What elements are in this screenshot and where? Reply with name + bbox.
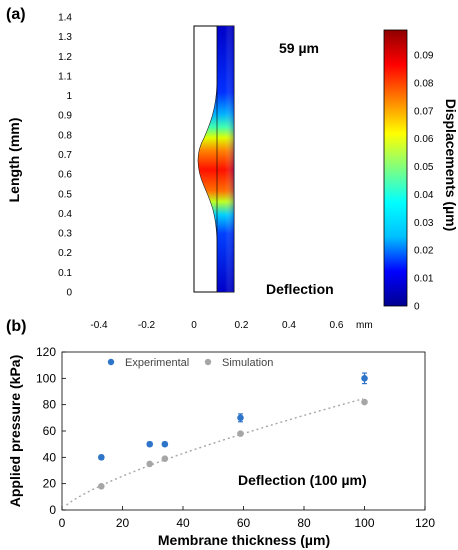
experimental-point: [146, 440, 154, 448]
panel-a-y-tick-label: 0.4: [58, 209, 72, 220]
colorbar-tick-label: 0.09: [414, 51, 434, 62]
panel-a-y-tick-label: 1: [66, 91, 72, 102]
membrane-deflection-plot: [193, 25, 235, 293]
colorbar-tick-label: 0.03: [414, 218, 434, 229]
experimental-point: [237, 414, 244, 422]
colorbar-title: Displacements (µm): [443, 99, 458, 232]
panel-a-x-tick-label: 0.6: [330, 320, 344, 331]
simulation-point: [237, 430, 244, 437]
colorbar-tick-label: 0: [414, 302, 420, 313]
panel-b-y-tick-label: 40: [43, 450, 57, 464]
panel-a-y-axis-title: Length (mm): [6, 118, 22, 203]
panel-b-x-tick-label: 40: [176, 516, 190, 530]
panel-b-x-tick-label: 0: [59, 516, 66, 530]
simulation-point: [98, 483, 105, 490]
thickness-annotation: 59 µm: [279, 40, 319, 56]
panel-a-y-ticks: 0 0.1 0.2 0.3 0.4 0.5 0.6 0.7 0.8 0.9 1 1.1 1.2 1.3 1.…: [58, 13, 72, 299]
panel-a: (a) Length (mm) 0 0.1 0.2 0.3 0.4 0.5 0.6 0.7 0.…: [6, 6, 458, 331]
colorbar-ticks: 0 0.01 0.02 0.03 0.04 0.05 0.06 0.07 0.08 0.09: [414, 51, 434, 313]
colorbar-tick-label: 0.04: [414, 190, 434, 201]
panel-b-x-axis-title: Membrane thickness (µm): [158, 532, 330, 548]
panel-b-x-tick-label: 100: [354, 516, 374, 530]
legend: Experimental Simulation: [107, 357, 273, 369]
panel-b-y-tick-label: 0: [49, 503, 56, 517]
panel-a-x-ticks: -0.4 -0.2 0 0.2 0.4 0.6 mm: [90, 320, 372, 331]
colorbar-tick-label: 0.07: [414, 106, 434, 117]
panel-a-y-tick-label: 0: [66, 288, 72, 299]
panel-a-y-tick-label: 0.1: [58, 268, 72, 279]
panel-b-data-points: [98, 372, 368, 490]
simulation-point: [361, 398, 368, 406]
experimental-point: [98, 454, 105, 461]
panel-a-x-tick-label: -0.4: [90, 320, 108, 331]
panel-a-y-tick-label: 1.1: [58, 71, 72, 82]
panel-b-y-tick-label: 20: [43, 477, 57, 491]
panel-b-x-tick-label: 80: [297, 516, 311, 530]
panel-a-y-tick-label: 1.4: [58, 13, 72, 24]
legend-simulation-label: Simulation: [222, 357, 273, 369]
legend-experimental-marker: [107, 358, 115, 366]
panel-b-y-axis-title: Applied pressure (kPa): [7, 355, 23, 508]
panel-b-annotation: Deflection (100 µm): [238, 472, 367, 488]
legend-simulation-marker: [204, 358, 212, 366]
panel-b-x-tick-label: 20: [116, 516, 130, 530]
deflected-membrane-shading: [198, 26, 234, 292]
experimental-point: [361, 375, 368, 382]
colorbar-tick-label: 0.08: [414, 78, 434, 89]
panel-a-y-tick-label: 0.3: [58, 229, 72, 240]
panel-a-x-tick-label: 0: [191, 320, 197, 331]
panel-a-x-tick-label: 0.2: [235, 320, 249, 331]
panel-b-x-tick-label: 120: [415, 516, 435, 530]
colorbar-tick-label: 0.01: [414, 274, 434, 285]
panel-b-y-tick-label: 60: [43, 424, 57, 438]
panel-b-y-tick-label: 120: [36, 345, 56, 359]
panel-a-y-tick-label: 0.2: [58, 248, 72, 259]
panel-a-x-tick-label: -0.2: [138, 320, 156, 331]
panel-a-y-tick-label: 0.8: [58, 130, 72, 141]
legend-experimental-label: Experimental: [125, 357, 189, 369]
colorbar: 0 0.01 0.02 0.03 0.04 0.05 0.06 0.07 0.08 0.09 Di…: [383, 29, 458, 313]
panel-b-y-tick-label: 80: [43, 398, 57, 412]
experimental-point: [161, 440, 169, 448]
panel-a-y-tick-label: 0.5: [58, 189, 72, 200]
panel-a-label: (a): [6, 6, 26, 23]
colorbar-tick-label: 0.05: [414, 162, 434, 173]
simulation-trendline: [66, 398, 364, 506]
panel-a-y-tick-label: 0.9: [58, 111, 72, 122]
panel-b-label: (b): [6, 318, 26, 335]
colorbar-tick-label: 0.02: [414, 246, 434, 257]
colorbar-tick-label: 0.06: [414, 134, 434, 145]
panel-a-x-unit: mm: [356, 320, 373, 331]
simulation-point: [161, 455, 169, 462]
panel-b: (b) 0 20 40 60 80 100 120 0 20 40 60 80 100 120 Appli…: [6, 318, 435, 548]
panel-a-y-tick-label: 1.3: [58, 32, 72, 43]
colorbar-gradient: [383, 29, 408, 307]
panel-a-y-tick-label: 1.2: [58, 52, 72, 63]
panel-b-ticks: 0 20 40 60 80 100 120 0 20 40 60 80 100 120: [36, 345, 435, 530]
deflection-annotation: Deflection: [266, 281, 334, 297]
panel-a-x-tick-label: 0.4: [282, 320, 296, 331]
panel-a-y-tick-label: 0.6: [58, 170, 72, 181]
panel-b-y-tick-label: 100: [36, 371, 56, 385]
panel-a-y-tick-label: 0.7: [58, 150, 72, 161]
panel-b-x-tick-label: 60: [237, 516, 251, 530]
simulation-point: [146, 460, 154, 468]
